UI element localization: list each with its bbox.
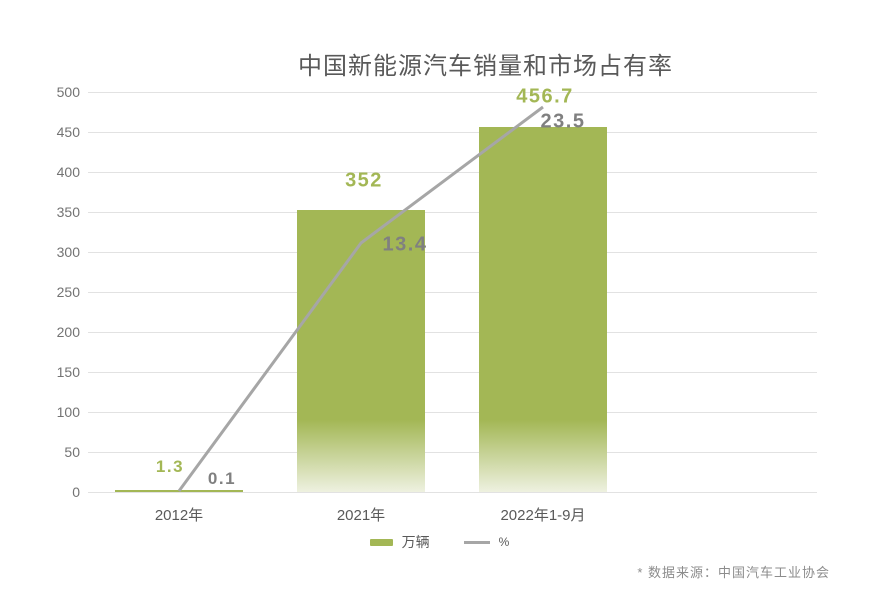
legend-label-line: % — [498, 535, 510, 549]
gridline-150 — [88, 372, 817, 373]
x-axis-label-2012年: 2012年 — [154, 507, 204, 524]
data-source-footnote: * 数据来源：中国汽车工业协会 — [637, 565, 830, 580]
gridline-400 — [88, 172, 817, 173]
gridline-50 — [88, 452, 817, 453]
gridline-500 — [88, 92, 817, 93]
chart-title: 中国新能源汽车销量和市场占有率 — [298, 53, 673, 80]
y-axis-tick-450: 450 — [56, 124, 80, 140]
legend-line-swatch-icon — [463, 540, 490, 544]
legend: 万辆 % — [0, 531, 879, 553]
gridline-250 — [88, 292, 817, 293]
y-axis-tick-150: 150 — [56, 364, 80, 380]
y-axis-tick-250: 250 — [56, 284, 80, 300]
x-axis-label-2021年: 2021年 — [336, 507, 386, 524]
y-axis-tick-400: 400 — [56, 164, 80, 180]
y-axis-tick-0: 0 — [72, 484, 80, 500]
y-axis-tick-350: 350 — [56, 204, 80, 220]
gridline-100 — [88, 412, 817, 413]
gridline-350 — [88, 212, 817, 213]
y-axis-tick-300: 300 — [56, 244, 80, 260]
gridline-300 — [88, 252, 817, 253]
line-value-label-2021年: 13.4 — [382, 233, 428, 256]
bar-value-label-2012年: 1.3 — [155, 457, 185, 476]
gridline-200 — [88, 332, 817, 333]
gridline-450 — [88, 132, 817, 133]
bar-value-label-2021年: 352 — [345, 169, 383, 192]
legend-label-bar: 万辆 — [401, 534, 430, 550]
line-value-label-2012年: 0.1 — [207, 469, 237, 488]
bar-value-label-2022年1-9月: 456.7 — [516, 85, 574, 108]
legend-bar-swatch-icon — [369, 538, 393, 546]
y-axis-tick-500: 500 — [56, 84, 80, 100]
bar-2022年1-9月 — [479, 127, 607, 492]
line-value-label-2022年1-9月: 23.5 — [540, 110, 586, 133]
gridline-0 — [88, 492, 817, 493]
y-axis-tick-50: 50 — [64, 444, 80, 460]
bar-2012年 — [115, 490, 243, 492]
y-axis-tick-200: 200 — [56, 324, 80, 340]
plot-area — [88, 92, 817, 493]
y-axis-tick-100: 100 — [56, 404, 80, 420]
x-axis-label-2022年1-9月: 2022年1-9月 — [500, 507, 586, 524]
